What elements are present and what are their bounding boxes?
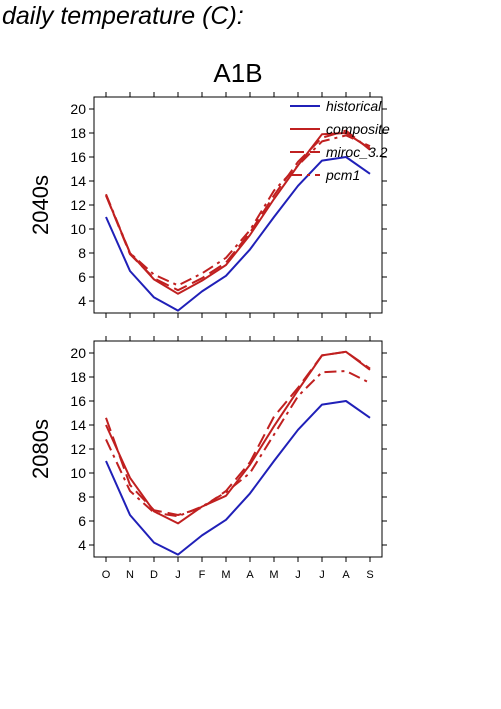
legend-label: composite <box>326 121 390 137</box>
x-tick-label: J <box>175 569 181 581</box>
x-tick-label: N <box>126 569 134 581</box>
x-tick-label: M <box>269 569 278 581</box>
series-line-composite <box>105 350 371 525</box>
chart-title: A1B <box>213 58 262 88</box>
y-tick-label: 16 <box>70 149 86 165</box>
y-tick-label: 10 <box>70 465 86 481</box>
y-tick-label: 12 <box>70 197 86 213</box>
y-tick-label: 20 <box>70 101 86 117</box>
y-tick-label: 14 <box>70 173 86 189</box>
y-tick-label: 14 <box>70 417 86 433</box>
page-title: daily temperature (C): <box>2 2 244 30</box>
y-tick-label: 8 <box>78 245 86 261</box>
x-tick-label: J <box>295 569 301 581</box>
y-tick-label: 8 <box>78 489 86 505</box>
y-axis-label-2: 2080s <box>28 419 53 479</box>
y-tick-label: 20 <box>70 345 86 361</box>
series-line-historical <box>105 156 371 312</box>
x-tick-label: M <box>221 569 230 581</box>
y-tick-label: 18 <box>70 125 86 141</box>
x-tick-label: D <box>150 569 158 581</box>
y-tick-label: 18 <box>70 369 86 385</box>
series-line-pcm1 <box>105 134 371 287</box>
y-tick-label: 16 <box>70 393 86 409</box>
x-tick-label: F <box>199 569 206 581</box>
y-tick-label: 6 <box>78 269 86 285</box>
y-tick-label: 12 <box>70 441 86 457</box>
y-tick-label: 6 <box>78 513 86 529</box>
x-tick-label: S <box>366 569 373 581</box>
x-tick-label: O <box>102 569 111 581</box>
x-tick-label: A <box>342 569 350 581</box>
y-axis-label-1: 2040s <box>28 175 53 235</box>
x-tick-label: A <box>246 569 254 581</box>
y-tick-label: 4 <box>78 537 86 553</box>
y-tick-label: 4 <box>78 293 86 309</box>
series-line-miroc-3-2 <box>105 350 371 516</box>
legend-label: historical <box>326 98 382 114</box>
legend-label: pcm1 <box>325 167 360 183</box>
y-tick-label: 10 <box>70 221 86 237</box>
x-tick-label: J <box>319 569 325 581</box>
series-line-historical <box>105 400 371 556</box>
series-line-pcm1 <box>105 370 371 518</box>
legend-label: miroc_3.2 <box>326 144 388 160</box>
series-line-miroc-3-2 <box>105 129 371 292</box>
